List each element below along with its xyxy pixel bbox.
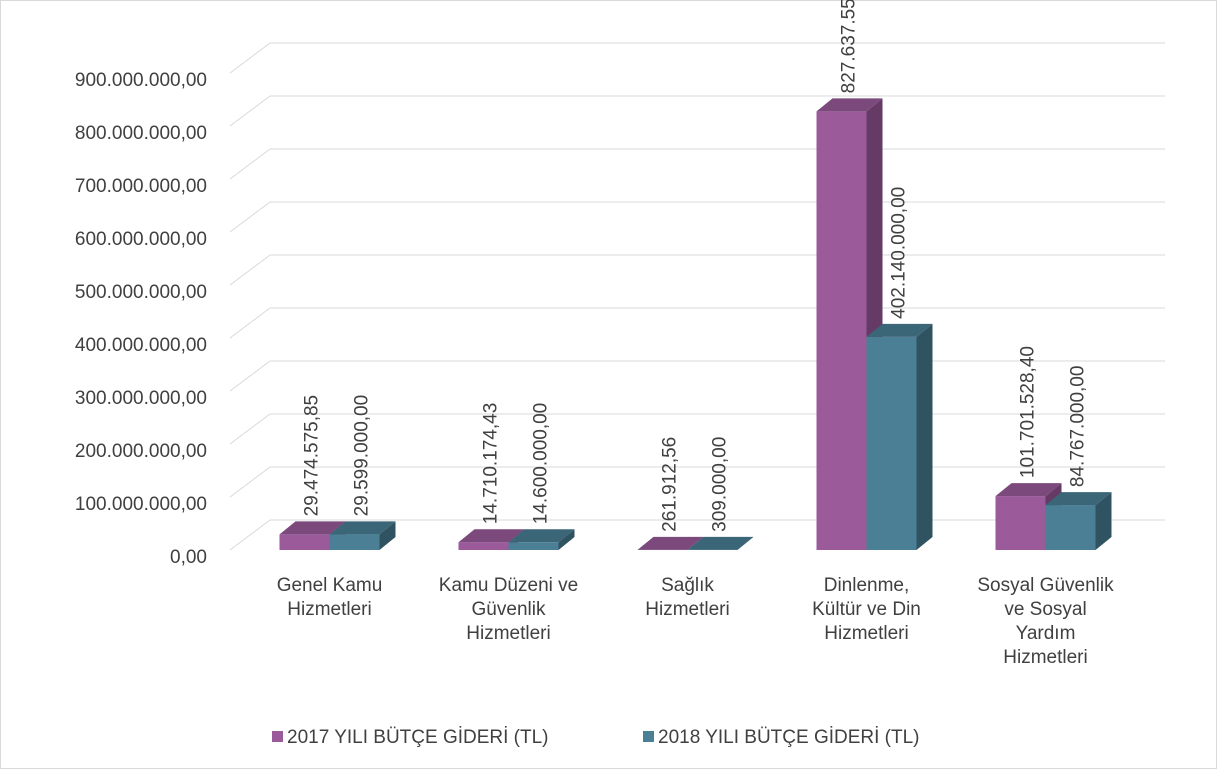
bar-top [508, 529, 575, 543]
y-tick-label: 200.000.000,00 [75, 441, 207, 462]
x-tick-label: Genel Kamu Hizmetleri [276, 575, 383, 620]
x-tick-label: Dinlenme, Kültür ve Din Hizmetleri [812, 575, 921, 644]
data-label: 309.000,00 [710, 437, 731, 532]
grid-line [229, 466, 271, 498]
grid-line [229, 201, 271, 233]
grid-line [229, 519, 271, 551]
bar-top [329, 521, 396, 535]
y-tick-label: 500.000.000,00 [75, 282, 207, 303]
data-label: 101.701.528,40 [1018, 346, 1039, 478]
bar-top [279, 521, 346, 535]
grid-line [229, 95, 271, 127]
data-label: 29.599.000,00 [352, 395, 373, 517]
data-label: 827.637.551,54 [839, 0, 860, 93]
bar [866, 336, 917, 550]
data-label: 14.710.174,43 [481, 403, 502, 525]
bar [329, 534, 380, 550]
bar [508, 542, 559, 550]
bar [816, 111, 867, 550]
bar-top [995, 483, 1062, 497]
legend-swatch [643, 731, 654, 742]
bar-top [458, 529, 525, 543]
y-tick-label: 100.000.000,00 [75, 494, 207, 515]
bar [279, 534, 330, 550]
y-tick-label: 0,00 [170, 547, 207, 568]
data-label: 14.600.000,00 [531, 403, 552, 525]
y-tick-label: 400.000.000,00 [75, 335, 207, 356]
bar-side [379, 521, 396, 550]
bar-side [558, 529, 575, 550]
bar [458, 542, 509, 550]
bar-top [866, 323, 933, 337]
y-tick-label: 800.000.000,00 [75, 123, 207, 144]
bar-top [637, 536, 704, 550]
y-tick-label: 300.000.000,00 [75, 388, 207, 409]
x-tick-label: Kamu Düzeni ve Güvenlik Hizmetleri [438, 575, 579, 644]
legend-swatch [272, 731, 283, 742]
bar-side [916, 323, 933, 550]
bar-top [816, 98, 883, 112]
grid-line [229, 413, 271, 445]
data-label: 261.912,56 [660, 437, 681, 532]
y-tick-label: 600.000.000,00 [75, 229, 207, 250]
y-tick-label: 700.000.000,00 [75, 176, 207, 197]
data-label: 84.767.000,00 [1068, 366, 1089, 488]
data-label: 402.140.000,00 [889, 187, 910, 319]
grid-line [229, 360, 271, 392]
bar-side [737, 536, 754, 550]
grid-line [229, 307, 271, 339]
bar-side [1095, 492, 1112, 550]
y-tick-label: 900.000.000,00 [75, 70, 207, 91]
data-label: 29.474.575,85 [302, 395, 323, 517]
x-tick-label: Sağlık Hizmetleri [645, 575, 730, 620]
legend-label: 2017 YILI BÜTÇE GİDERİ (TL) [287, 727, 549, 748]
grid-line [229, 148, 271, 180]
bar [995, 496, 1046, 550]
bar-top [687, 536, 754, 550]
legend-label: 2018 YILI BÜTÇE GİDERİ (TL) [658, 727, 920, 748]
grid-line [229, 254, 271, 286]
bar [1045, 505, 1096, 550]
grid-line [229, 42, 271, 74]
bar-top [1045, 492, 1112, 506]
x-tick-label: Sosyal Güvenlik ve Sosyal Yardım Hizmetl… [977, 575, 1114, 668]
